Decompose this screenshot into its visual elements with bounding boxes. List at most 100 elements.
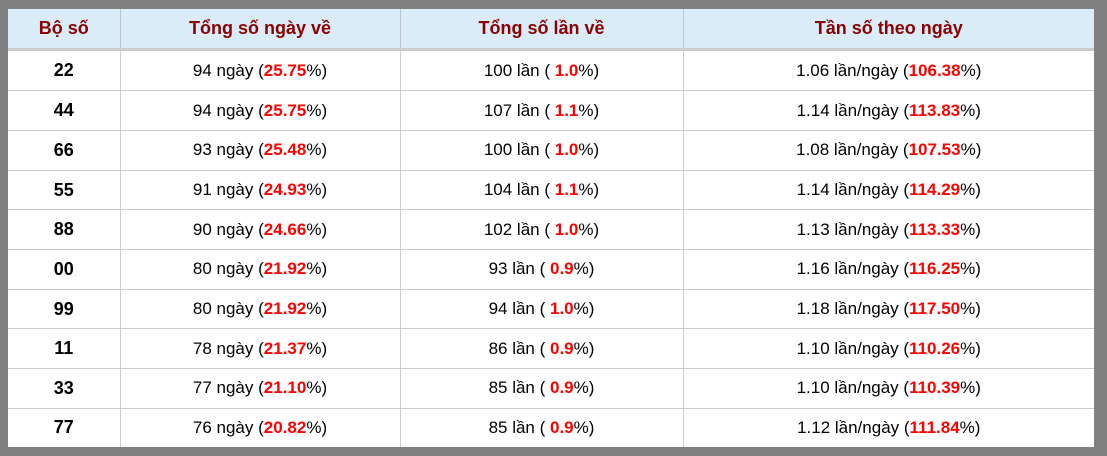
- times-percent: 1.0: [550, 299, 574, 319]
- times-text: 86 lần (: [488, 338, 550, 358]
- freq-text: 1.10 lần/ngày (: [796, 338, 910, 358]
- days-cell: 94 ngày (25.75%): [119, 49, 400, 91]
- freq-percent: 110.26: [909, 338, 961, 358]
- times-cell: 104 lần ( 1.1%): [399, 169, 683, 210]
- days-text: 80 ngày (: [192, 299, 264, 319]
- days-close: %): [306, 299, 328, 319]
- days-cell: 93 ngày (25.48%): [119, 130, 400, 171]
- table-row: 00 80 ngày (21.92%) 93 lần ( 0.9%) 1.16 …: [8, 249, 1094, 290]
- days-close: %): [306, 259, 328, 279]
- times-close: %): [578, 140, 600, 160]
- times-text: 94 lần (: [488, 299, 550, 319]
- times-text: 107 lần (: [483, 100, 555, 120]
- days-close: %): [306, 140, 328, 160]
- pair-cell: 88: [8, 209, 120, 250]
- pair-cell: 22: [53, 60, 74, 81]
- times-text: 85 lần (: [488, 378, 550, 398]
- times-close: %): [578, 219, 600, 239]
- freq-text: 1.18 lần/ngày (: [796, 299, 910, 319]
- header-row: Bộ số Tổng số ngày về Tổng số lần về Tần…: [8, 9, 1094, 51]
- freq-cell: 1.06 lần/ngày (106.38%): [682, 49, 1094, 91]
- days-cell: 80 ngày (21.92%): [119, 249, 400, 290]
- freq-text: 1.14 lần/ngày (: [796, 180, 910, 200]
- times-text: 93 lần (: [488, 259, 550, 279]
- freq-cell: 1.14 lần/ngày (113.83%): [682, 90, 1094, 131]
- freq-close: %): [960, 259, 981, 279]
- table-header: Bộ số Tổng số ngày về Tổng số lần về Tần…: [8, 9, 1094, 51]
- days-text: 78 ngày (: [192, 338, 264, 358]
- freq-percent: 110.39: [909, 378, 961, 398]
- days-percent: 21.37: [263, 338, 307, 358]
- times-close: %): [573, 378, 595, 398]
- days-text: 80 ngày (: [192, 259, 264, 279]
- times-percent: 1.0: [554, 60, 579, 80]
- times-close: %): [573, 299, 595, 319]
- freq-percent: 107.53: [908, 140, 961, 160]
- table-row: 22 94 ngày (25.75%) 100 lần ( 1.0%) 1.06…: [8, 49, 1094, 91]
- days-percent: 24.93: [263, 180, 307, 200]
- freq-text: 1.12 lần/ngày (: [797, 417, 910, 437]
- times-percent: 1.0: [554, 140, 579, 160]
- days-percent: 25.48: [263, 140, 307, 160]
- times-close: %): [573, 338, 595, 358]
- times-cell: 93 lần ( 0.9%): [399, 249, 683, 290]
- freq-cell: 1.13 lần/ngày (113.33%): [682, 209, 1094, 250]
- times-text: 85 lần (: [488, 417, 550, 437]
- days-text: 93 ngày (: [192, 140, 264, 160]
- times-text: 104 lần (: [483, 180, 555, 200]
- table-row: 66 93 ngày (25.48%) 100 lần ( 1.0%) 1.08…: [8, 130, 1094, 171]
- times-text: 100 lần (: [483, 140, 555, 160]
- freq-percent: 111.84: [909, 417, 960, 437]
- times-cell: 85 lần ( 0.9%): [399, 368, 683, 409]
- times-cell: 100 lần ( 1.0%): [399, 49, 683, 91]
- freq-text: 1.10 lần/ngày (: [796, 378, 910, 398]
- table-row: 33 77 ngày (21.10%) 85 lần ( 0.9%) 1.10 …: [8, 368, 1094, 409]
- days-cell: 76 ngày (20.82%): [119, 407, 400, 447]
- freq-percent: 106.38: [908, 60, 961, 80]
- freq-cell: 1.14 lần/ngày (114.29%): [682, 169, 1094, 210]
- pair-cell: 00: [8, 249, 120, 290]
- days-text: 94 ngày (: [192, 100, 264, 120]
- freq-cell: 1.10 lần/ngày (110.39%): [682, 368, 1094, 409]
- days-close: %): [306, 378, 328, 398]
- table-row: 77 76 ngày (20.82%) 85 lần ( 0.9%) 1.12 …: [8, 407, 1094, 447]
- freq-cell: 1.08 lần/ngày (107.53%): [682, 130, 1094, 171]
- times-close: %): [578, 100, 600, 120]
- freq-text: 1.08 lần/ngày (: [796, 140, 909, 160]
- freq-close: %): [960, 140, 982, 160]
- freq-text: 1.14 lần/ngày (: [796, 100, 910, 120]
- table-row: 55 91 ngày (24.93%) 104 lần ( 1.1%) 1.14…: [8, 169, 1094, 210]
- days-cell: 90 ngày (24.66%): [119, 209, 400, 250]
- freq-cell: 1.18 lần/ngày (117.50%): [682, 288, 1094, 329]
- times-percent: 0.9: [550, 417, 574, 437]
- times-percent: 0.9: [550, 259, 574, 279]
- freq-close: %): [960, 299, 981, 319]
- days-close: %): [306, 180, 328, 200]
- days-cell: 77 ngày (21.10%): [119, 368, 400, 409]
- pair-cell: 66: [8, 130, 120, 171]
- days-text: 90 ngày (: [192, 219, 264, 239]
- days-text: 77 ngày (: [192, 378, 264, 398]
- freq-close: %): [960, 378, 981, 398]
- times-cell: 102 lần ( 1.0%): [399, 209, 683, 250]
- times-percent: 1.1: [554, 100, 579, 120]
- days-text: 76 ngày (: [192, 417, 264, 437]
- statistics-table-frame: Bộ số Tổng số ngày về Tổng số lần về Tần…: [8, 9, 1094, 447]
- table-row: 11 78 ngày (21.37%) 86 lần ( 0.9%) 1.10 …: [8, 328, 1094, 369]
- days-percent: 21.92: [263, 259, 307, 279]
- pair-cell: 33: [8, 368, 120, 409]
- freq-text: 1.13 lần/ngày (: [796, 219, 910, 239]
- freq-percent: 116.25: [909, 259, 961, 279]
- freq-cell: 1.16 lần/ngày (116.25%): [682, 249, 1094, 290]
- table-row: 99 80 ngày (21.92%) 94 lần ( 1.0%) 1.18 …: [8, 288, 1094, 329]
- times-cell: 100 lần ( 1.0%): [399, 130, 683, 171]
- pair-cell: 11: [8, 328, 120, 369]
- freq-cell: 1.10 lần/ngày (110.26%): [682, 328, 1094, 369]
- times-close: %): [573, 259, 595, 279]
- times-text: 102 lần (: [483, 219, 555, 239]
- table-body: 22 94 ngày (25.75%) 100 lần ( 1.0%) 1.06…: [8, 49, 1094, 447]
- times-percent: 0.9: [550, 338, 574, 358]
- col-header-times: Tổng số lần về: [399, 9, 683, 51]
- days-cell: 94 ngày (25.75%): [119, 90, 400, 131]
- times-text: 100 lần (: [483, 60, 555, 80]
